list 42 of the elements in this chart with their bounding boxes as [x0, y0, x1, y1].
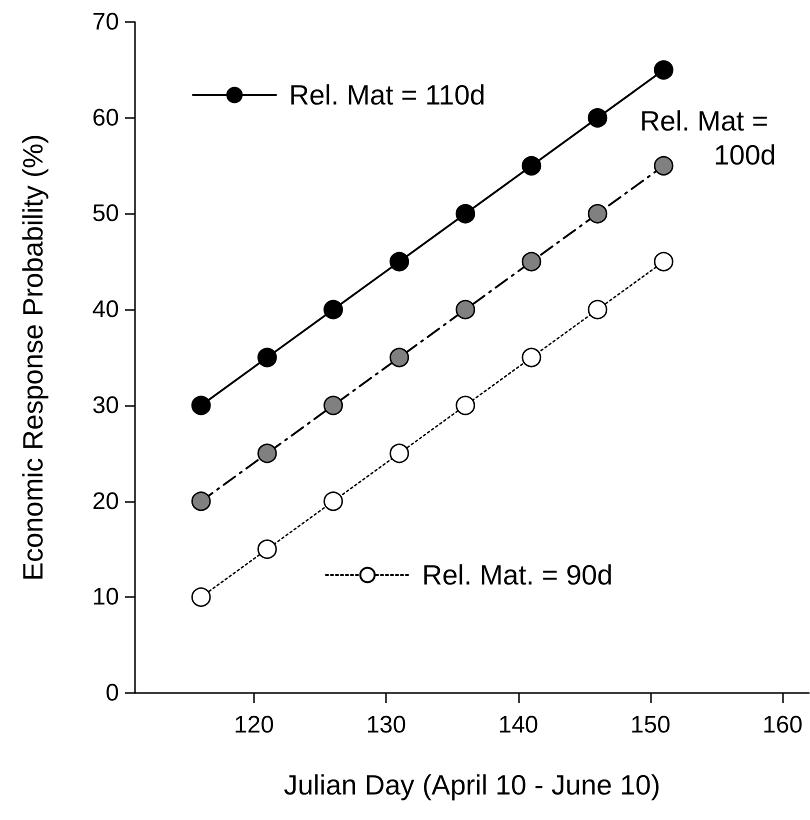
x-tick-label: 130 [366, 712, 406, 738]
point [654, 60, 674, 80]
point [324, 492, 343, 512]
legend-label: Rel. Mat = 110d [289, 80, 486, 110]
point [390, 444, 410, 464]
y-tick-label: 30 [92, 392, 119, 419]
y-tick-label: 70 [92, 8, 119, 36]
point [588, 300, 608, 320]
point [191, 492, 211, 512]
point [522, 156, 542, 176]
y-axis-title: Economic Response Probability (%) [18, 134, 48, 581]
y-tick-label: 60 [92, 104, 119, 132]
y-tick-label: 50 [92, 200, 119, 228]
y-tick-label: 20 [92, 488, 119, 515]
point [654, 156, 674, 176]
point [324, 396, 343, 416]
point [522, 252, 542, 272]
point [456, 204, 476, 224]
x-tick-label: 140 [498, 712, 538, 738]
point [257, 444, 277, 464]
point [588, 204, 608, 224]
point [522, 348, 542, 368]
point [257, 539, 277, 559]
x-tick-label: 120 [234, 712, 274, 738]
x-tick-label: 160 [762, 712, 803, 738]
y-tick-label: 40 [92, 296, 119, 324]
point [390, 252, 410, 272]
point [257, 348, 277, 368]
point [456, 396, 476, 416]
point [456, 300, 476, 320]
x-tick-label: 150 [630, 712, 670, 738]
series-label: Rel. Mat = 100d [640, 106, 776, 170]
x-axis-title: Julian Day (April 10 - June 10) [284, 770, 660, 800]
point [654, 252, 674, 272]
point [324, 300, 343, 320]
legend-label: Rel. Mat. = 90d [422, 560, 613, 590]
y-tick-label: 0 [106, 680, 119, 706]
point [588, 108, 608, 128]
point [191, 587, 211, 607]
point [390, 348, 410, 368]
point [191, 396, 211, 416]
y-tick-label: 10 [92, 584, 119, 611]
